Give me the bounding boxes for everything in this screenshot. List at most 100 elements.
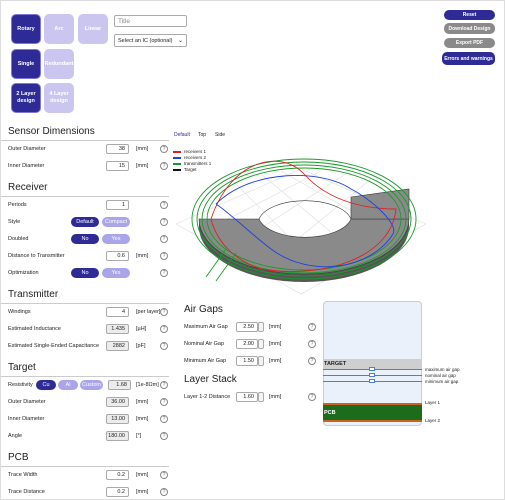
form-row: Resistivity Cu Al Custom 1.68 [1e-8Ωm]? <box>1 377 169 394</box>
help-icon[interactable]: ? <box>160 415 168 423</box>
toggle-option[interactable]: Default <box>71 217 99 227</box>
field-label: Estimated Single-Ended Capacitance <box>8 343 100 349</box>
unit: [mm] <box>136 416 149 422</box>
legend-label: Target <box>184 167 197 172</box>
form-row: Distance to Transmitter 0.6 [mm]? <box>1 248 169 265</box>
field-label: Trace Width <box>8 472 38 478</box>
action-button[interactable]: Export PDF <box>444 38 495 48</box>
value-input[interactable]: 1.435 <box>106 324 129 334</box>
help-icon[interactable]: ? <box>160 432 168 440</box>
help-icon[interactable]: ? <box>160 342 168 350</box>
value-input[interactable]: 180.00 <box>106 431 129 441</box>
help-icon[interactable]: ? <box>160 201 168 209</box>
field-label: Minimum Air Gap <box>184 358 227 364</box>
value-input[interactable]: 0.6 <box>106 251 129 261</box>
form-row: Inner Diameter 15 [mm]? <box>1 158 169 175</box>
spinner[interactable] <box>258 339 264 349</box>
legend-swatch <box>173 151 181 153</box>
legend-swatch <box>173 163 181 165</box>
target-layer <box>323 359 422 370</box>
form-row: Nominal Air Gap 2.00 [mm]? <box>177 336 322 353</box>
design-button[interactable]: Linear <box>78 14 108 44</box>
stack-label: nominal air gap <box>425 373 456 378</box>
help-icon[interactable]: ? <box>160 308 168 316</box>
spinner[interactable] <box>258 392 264 402</box>
help-icon[interactable]: ? <box>160 235 168 243</box>
help-icon[interactable]: ? <box>308 357 316 365</box>
form-row: Style Default Compact? <box>1 214 169 231</box>
design-button[interactable]: 2 Layer design <box>11 83 41 113</box>
toggle-option[interactable]: Yes <box>102 234 130 244</box>
toggle-option[interactable]: Yes <box>102 268 130 278</box>
toggle-option[interactable]: No <box>71 234 99 244</box>
spinner[interactable] <box>258 322 264 332</box>
toggle-option[interactable]: Cu <box>36 380 56 390</box>
value-input[interactable]: 1 <box>106 200 129 210</box>
field-label: Doubled <box>8 236 29 242</box>
value-input[interactable]: 15 <box>106 161 129 171</box>
field-label: Outer Diameter <box>8 399 46 405</box>
section: Sensor Dimensions Outer Diameter 38 [mm]? In… <box>1 123 169 175</box>
value-input[interactable]: 2882 <box>106 341 129 351</box>
help-icon[interactable]: ? <box>160 145 168 153</box>
help-icon[interactable]: ? <box>160 218 168 226</box>
design-button[interactable]: 4 Layer design <box>44 83 74 113</box>
design-button[interactable]: Arc <box>44 14 74 44</box>
help-icon[interactable]: ? <box>160 252 168 260</box>
view-tab[interactable]: Default <box>174 132 190 138</box>
help-icon[interactable]: ? <box>160 471 168 479</box>
gap-marker <box>369 379 375 383</box>
help-icon[interactable]: ? <box>160 381 168 389</box>
toggle-option[interactable]: Compact <box>102 217 130 227</box>
help-icon[interactable]: ? <box>308 340 316 348</box>
field-label: Layer 1-2 Distance <box>184 394 231 400</box>
pcb-layer <box>323 403 422 422</box>
design-button[interactable]: Rotary <box>11 14 41 44</box>
value-input[interactable]: 1.50 <box>236 356 258 366</box>
help-icon[interactable]: ? <box>160 269 168 277</box>
legend-swatch <box>173 157 181 159</box>
form-row: Estimated Inductance 1.435 [µH]? <box>1 321 169 338</box>
gap-marker <box>369 373 375 377</box>
section: Layer Stack Layer 1-2 Distance 1.60 [mm]? <box>177 371 322 406</box>
view-tab[interactable]: Top <box>198 132 207 138</box>
unit: [1e-8Ωm] <box>136 382 159 388</box>
toggle-option[interactable]: Custom <box>80 380 103 390</box>
design-button[interactable]: Redundant <box>44 49 74 79</box>
toggle-option[interactable]: No <box>71 268 99 278</box>
spinner[interactable] <box>258 356 264 366</box>
help-icon[interactable]: ? <box>160 162 168 170</box>
help-icon[interactable]: ? <box>160 398 168 406</box>
help-icon[interactable]: ? <box>308 323 316 331</box>
value-input[interactable]: 2.50 <box>236 322 258 332</box>
value-input[interactable]: 13.00 <box>106 414 129 424</box>
action-button[interactable]: Download Design <box>444 23 495 34</box>
design-button[interactable]: Single <box>11 49 41 79</box>
form-row: Periods 1? <box>1 197 169 214</box>
value-input[interactable]: 0.2 <box>106 487 129 497</box>
stack-label: maximum air gap <box>425 367 460 372</box>
title-input[interactable]: Title <box>114 15 187 27</box>
value-input[interactable]: 38 <box>106 144 129 154</box>
value-input[interactable]: 0.2 <box>106 470 129 480</box>
form-row: Outer Diameter 36.00 [mm]? <box>1 394 169 411</box>
value-input[interactable]: 36.00 <box>106 397 129 407</box>
help-icon[interactable]: ? <box>308 393 316 401</box>
value-input[interactable]: 1.60 <box>236 392 258 402</box>
value-input[interactable]: 4 <box>106 307 129 317</box>
ic-select[interactable]: Select an IC (optional) ⌄ <box>114 34 187 47</box>
view-tab[interactable]: Side <box>215 132 226 138</box>
legend-swatch <box>173 169 181 171</box>
help-icon[interactable]: ? <box>160 488 168 496</box>
coils <box>191 158 417 282</box>
action-button[interactable]: Errors and warnings <box>442 52 495 65</box>
toggle-option[interactable]: Al <box>58 380 78 390</box>
pcb-label: PCB <box>324 410 336 416</box>
value-input[interactable]: 1.68 <box>108 380 131 390</box>
help-icon[interactable]: ? <box>160 325 168 333</box>
value-input[interactable]: 2.00 <box>236 339 258 349</box>
field-label: Trace Distance <box>8 489 45 495</box>
legend-label: receivers 1 <box>184 149 207 154</box>
action-button[interactable]: Reset <box>444 10 495 20</box>
